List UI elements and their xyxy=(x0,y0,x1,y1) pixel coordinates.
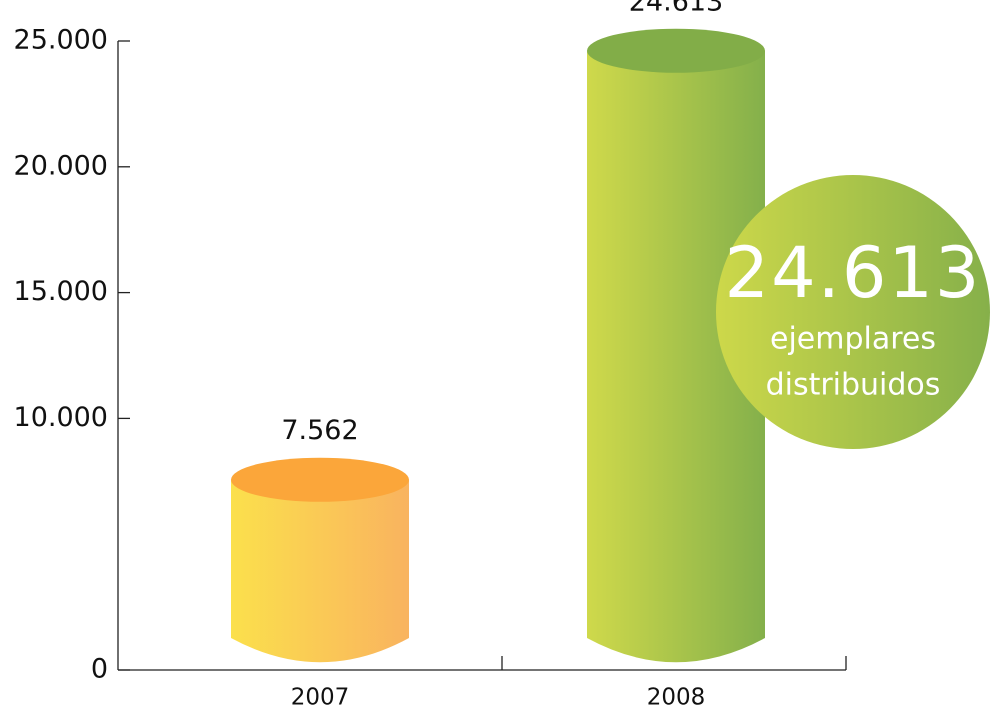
y-tick-label: 0 xyxy=(91,654,108,685)
x-tick-label: 2007 xyxy=(291,685,350,711)
bar xyxy=(231,479,409,663)
badge-number: 24.613 xyxy=(725,232,982,314)
bar-top xyxy=(587,28,765,73)
y-tick-label: 25.000 xyxy=(14,25,108,56)
badge-text: ejemplares xyxy=(770,322,936,357)
bar xyxy=(587,50,765,663)
y-tick-label: 20.000 xyxy=(14,150,108,181)
badge-circle xyxy=(716,175,990,449)
x-tick-label: 2008 xyxy=(647,685,706,711)
value-label: 7.562 xyxy=(281,415,358,446)
badge: 24.613 ejemplares distribuidos xyxy=(716,175,990,449)
value-label: 24.613 xyxy=(629,0,723,17)
y-tick-label: 15.000 xyxy=(14,276,108,307)
y-tick-label: 10.000 xyxy=(14,402,108,433)
badge-text: distribuidos xyxy=(766,368,941,403)
bar-top xyxy=(231,457,409,502)
